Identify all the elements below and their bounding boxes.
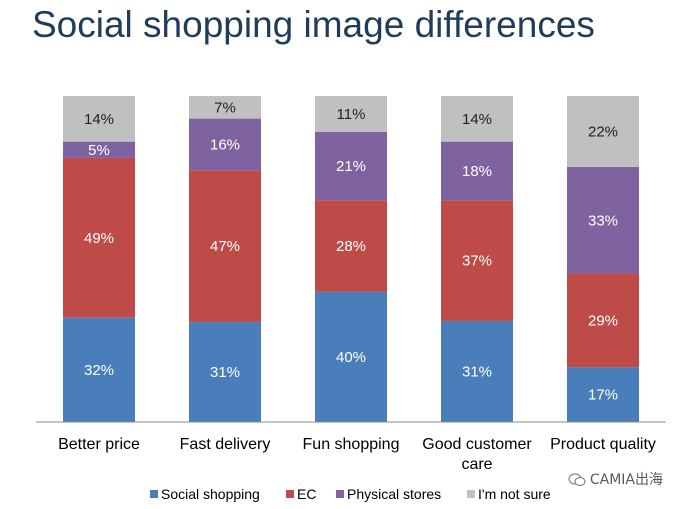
bar-segment xyxy=(315,96,387,132)
bar-segment xyxy=(441,141,513,201)
data-label: 40% xyxy=(336,349,366,366)
bar-segment xyxy=(63,157,135,318)
bar-segment xyxy=(441,96,513,142)
legend-label: I'm not sure xyxy=(478,486,551,502)
bar-segment xyxy=(63,96,135,142)
legend-swatch xyxy=(467,490,475,498)
bar-segment xyxy=(189,96,261,119)
data-label: 14% xyxy=(462,111,492,128)
bar-segment xyxy=(189,321,261,422)
bar-segment xyxy=(315,131,387,201)
bar-segment xyxy=(189,118,261,171)
x-tick-label: care xyxy=(461,456,492,473)
data-label: 16% xyxy=(210,136,240,153)
data-label: 7% xyxy=(214,99,236,116)
data-label: 29% xyxy=(588,312,618,329)
bar-segment xyxy=(315,291,387,422)
data-label: 32% xyxy=(84,362,114,379)
x-tick-label: Fast delivery xyxy=(180,436,271,453)
watermark-text: CAMIA出海 xyxy=(589,472,663,488)
bar-segment xyxy=(567,167,639,274)
bar-segment xyxy=(189,170,261,322)
legend-swatch xyxy=(336,490,344,498)
data-label: 31% xyxy=(210,364,240,381)
bar-segment xyxy=(441,200,513,321)
bar-segment xyxy=(567,367,639,422)
x-tick-label: Fun shopping xyxy=(303,436,400,453)
legend-label: Physical stores xyxy=(347,486,441,502)
data-label: 21% xyxy=(336,158,366,175)
bar-segment xyxy=(567,273,639,368)
x-tick-label: Product quality xyxy=(550,436,656,453)
watermark: CAMIA出海 xyxy=(568,469,663,489)
bar-segment xyxy=(441,320,513,422)
bar-segment xyxy=(567,96,639,168)
data-label: 33% xyxy=(588,212,618,229)
data-label: 31% xyxy=(462,363,492,380)
bar-segment xyxy=(63,141,135,158)
bar-segment xyxy=(63,317,135,422)
x-tick-label: Better price xyxy=(58,436,140,453)
data-label: 14% xyxy=(84,111,114,128)
data-label: 49% xyxy=(84,230,114,247)
data-label: 37% xyxy=(462,253,492,270)
data-label: 17% xyxy=(588,387,618,404)
bar-segment xyxy=(315,200,387,292)
legend-swatch xyxy=(150,490,158,498)
x-tick-label: Good customer xyxy=(422,436,532,453)
chart-title: Social shopping image differences xyxy=(32,4,595,45)
data-label: 47% xyxy=(210,238,240,255)
data-label: 28% xyxy=(336,238,366,255)
data-label: 18% xyxy=(462,163,492,180)
chat-bubble-icon xyxy=(568,473,586,487)
data-label: 5% xyxy=(88,142,110,159)
data-label: 22% xyxy=(588,124,618,141)
legend-swatch xyxy=(286,490,294,498)
legend-label: EC xyxy=(297,486,316,502)
data-label: 11% xyxy=(337,106,366,123)
legend-label: Social shopping xyxy=(161,486,260,502)
